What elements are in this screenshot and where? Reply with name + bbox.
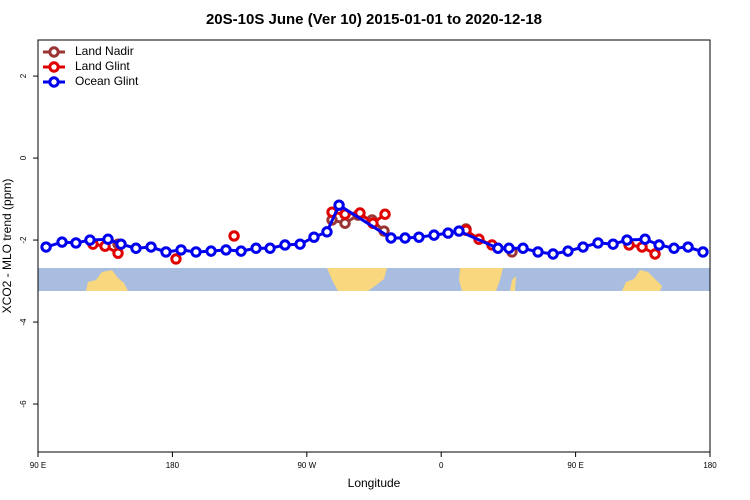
y-axis-label: XCO2 - MLO trend (ppm): [0, 179, 14, 314]
x-tick-label: 90 W: [297, 461, 316, 470]
x-tick-label: 180: [703, 461, 717, 470]
point: [607, 238, 619, 250]
point: [697, 246, 709, 258]
point: [621, 234, 633, 246]
point: [321, 226, 333, 238]
y-tick-label: -4: [19, 318, 28, 326]
legend-label: Ocean Glint: [75, 74, 139, 88]
y-tick-label: 2: [19, 73, 28, 78]
series: [40, 199, 709, 260]
y-tick-label: -6: [19, 400, 28, 408]
point: [112, 247, 124, 259]
plot-frame: [37, 39, 711, 453]
point: [333, 199, 345, 211]
point: [653, 239, 665, 251]
point: [175, 244, 187, 256]
x-tick-label: 0: [439, 461, 444, 470]
point: [682, 241, 694, 253]
x-tick-label: 180: [166, 461, 180, 470]
point: [56, 236, 68, 248]
point: [492, 242, 504, 254]
point: [503, 242, 515, 254]
series-line: [45, 203, 704, 256]
point: [115, 238, 127, 250]
legend-marker: [48, 76, 60, 88]
point: [413, 231, 425, 243]
x-tick-label: 90 E: [567, 461, 583, 470]
point: [379, 208, 391, 220]
point: [294, 238, 306, 250]
point: [532, 246, 544, 258]
point: [668, 242, 680, 254]
point: [592, 237, 604, 249]
x-axis-label: Longitude: [348, 476, 401, 490]
point: [385, 232, 397, 244]
point: [205, 245, 217, 257]
point: [170, 253, 182, 265]
point: [250, 242, 262, 254]
point: [145, 241, 157, 253]
point: [428, 229, 440, 241]
series: [87, 206, 661, 265]
point: [70, 237, 82, 249]
point: [102, 233, 114, 245]
point: [639, 233, 651, 245]
map-strip: [38, 268, 710, 291]
point: [84, 234, 96, 246]
point: [235, 245, 247, 257]
point: [40, 241, 52, 253]
legend-label: Land Glint: [75, 59, 130, 73]
legend-label: Land Nadir: [75, 44, 134, 58]
point: [160, 246, 172, 258]
point: [339, 217, 351, 229]
point: [453, 225, 465, 237]
point: [649, 248, 661, 260]
point: [308, 231, 320, 243]
chart-title: 20S-10S June (Ver 10) 2015-01-01 to 2020…: [206, 11, 542, 28]
y-tick-label: 0: [19, 155, 28, 160]
point: [264, 242, 276, 254]
point: [562, 245, 574, 257]
point: [547, 248, 559, 260]
legend-marker: [48, 61, 60, 73]
point: [577, 241, 589, 253]
x-tick-label: 90 E: [30, 461, 46, 470]
point: [220, 244, 232, 256]
point: [130, 242, 142, 254]
point: [517, 242, 529, 254]
point: [442, 227, 454, 239]
y-tick-label: -2: [19, 236, 28, 244]
point: [399, 232, 411, 244]
point: [190, 246, 202, 258]
point: [279, 239, 291, 251]
legend-marker: [48, 46, 60, 58]
point: [228, 230, 240, 242]
